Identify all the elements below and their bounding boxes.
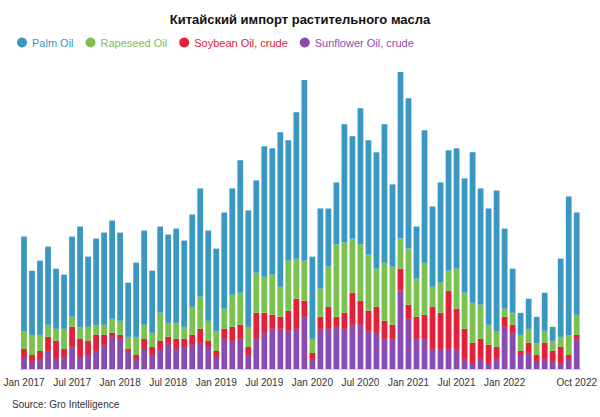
svg-text:Jan 2022: Jan 2022 [484, 377, 526, 388]
svg-text:Jan 2017: Jan 2017 [3, 377, 45, 388]
svg-text:Oct 2022: Oct 2022 [556, 377, 597, 388]
svg-text:Китайский импорт растительного: Китайский импорт растительного масла [170, 12, 431, 27]
svg-text:Jul 2019: Jul 2019 [245, 377, 283, 388]
svg-text:Rapeseed Oil: Rapeseed Oil [101, 37, 168, 49]
svg-text:Jan 2018: Jan 2018 [100, 377, 142, 388]
svg-text:Jan 2021: Jan 2021 [388, 377, 430, 388]
svg-text:Jan 2020: Jan 2020 [292, 377, 334, 388]
svg-text:Jul 2018: Jul 2018 [149, 377, 187, 388]
svg-text:Sunflower Oil, crude: Sunflower Oil, crude [315, 37, 414, 49]
svg-text:Source: Gro Intelligence: Source: Gro Intelligence [12, 399, 120, 410]
svg-text:Jul 2017: Jul 2017 [53, 377, 91, 388]
svg-text:Palm Oil: Palm Oil [32, 37, 74, 49]
svg-text:Jan 2019: Jan 2019 [196, 377, 238, 388]
svg-text:Soybean Oil, crude: Soybean Oil, crude [194, 37, 288, 49]
svg-text:Jul 2020: Jul 2020 [342, 377, 380, 388]
svg-text:Jul 2021: Jul 2021 [438, 377, 476, 388]
